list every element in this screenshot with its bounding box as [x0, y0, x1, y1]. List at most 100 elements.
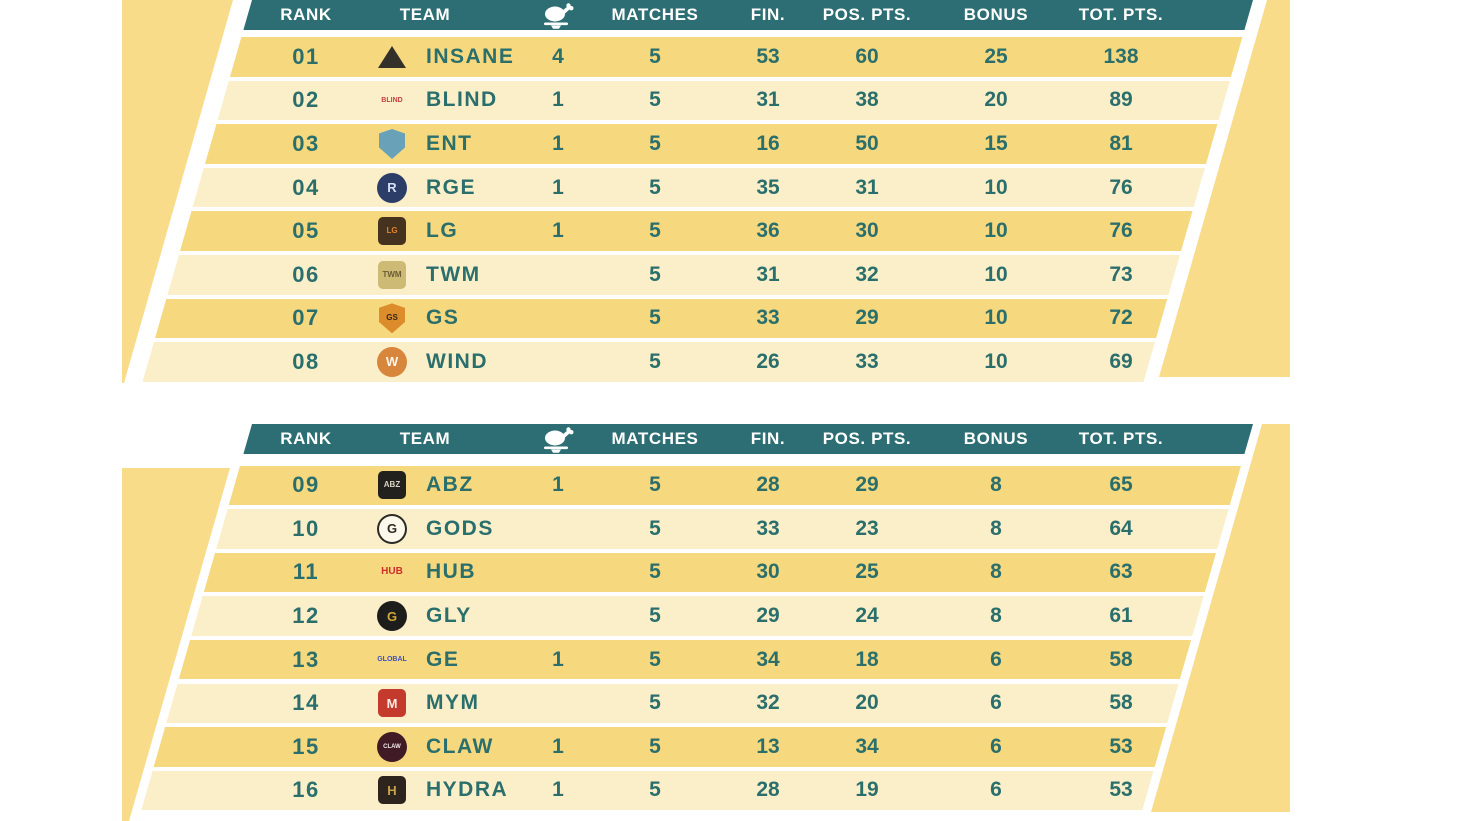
column-header-matches: MATCHES — [611, 429, 699, 448]
table-row: 04 R RGE 1 5 35 31 10 76 — [0, 168, 1460, 208]
bonus-value: 10 — [984, 306, 1008, 330]
bonus-value: 10 — [984, 349, 1008, 373]
team-logo-shape: GS — [379, 303, 405, 334]
team-name: GODS — [426, 516, 494, 540]
team-logo-shape: CLAW — [377, 731, 407, 762]
team-logo-shape: H — [378, 776, 406, 805]
team-logo-shape: GLOBAL — [377, 656, 407, 664]
total-points-value: 58 — [1109, 691, 1133, 715]
rank-value: 04 — [292, 174, 320, 200]
column-header-tot-pts: TOT. PTS. — [1078, 429, 1164, 448]
rank-value: 05 — [292, 218, 320, 244]
wwcd-count — [530, 255, 586, 295]
total-points-value: 89 — [1109, 88, 1133, 112]
team-logo: R — [362, 168, 422, 208]
table-row: 16 H HYDRA 1 5 28 19 6 53 — [0, 771, 1460, 811]
finishes-value: 32 — [756, 691, 780, 715]
team-name: INSANE — [426, 44, 515, 68]
rank-value: 07 — [292, 305, 320, 331]
bonus-value: 6 — [990, 734, 1002, 758]
finishes-value: 31 — [756, 88, 780, 112]
column-header-pos-pts: POS. PTS. — [822, 5, 912, 24]
column-header-team: TEAM — [399, 429, 451, 448]
position-points-value: 33 — [855, 349, 879, 373]
column-header-bonus: BONUS — [963, 429, 1029, 448]
column-header-pos-pts: POS. PTS. — [822, 429, 912, 448]
position-points-value: 38 — [855, 88, 879, 112]
bonus-value: 10 — [984, 219, 1008, 243]
column-header-fin: FIN. — [750, 5, 786, 24]
team-name: GE — [426, 647, 460, 671]
team-logo-shape: LG — [378, 217, 406, 246]
bonus-value: 10 — [984, 175, 1008, 199]
table-row: 05 LG LG 1 5 36 30 10 76 — [0, 211, 1460, 251]
chicken-dinner-icon — [530, 424, 586, 454]
team-logo: HUB — [362, 553, 422, 593]
team-logo-shape — [379, 128, 405, 159]
position-points-value: 60 — [855, 44, 879, 68]
matches-value: 5 — [649, 44, 661, 68]
team-name: GS — [426, 306, 460, 330]
team-name: LG — [426, 219, 459, 243]
matches-value: 5 — [649, 734, 661, 758]
wwcd-count: 1 — [552, 473, 564, 497]
team-logo-shape: M — [378, 689, 406, 718]
team-logo-shape: BLIND — [381, 96, 403, 104]
finishes-value: 26 — [756, 349, 780, 373]
team-logo: G — [362, 509, 422, 549]
team-logo: H — [362, 771, 422, 811]
position-points-value: 23 — [855, 516, 879, 540]
matches-value: 5 — [649, 306, 661, 330]
team-logo-shape: G — [377, 601, 407, 632]
matches-value: 5 — [649, 262, 661, 286]
bonus-value: 15 — [984, 131, 1008, 155]
bonus-value: 6 — [990, 691, 1002, 715]
standings-table-ranks-9-16: RANK TEAM MATCHES FIN. POS. PTS. BONUS T… — [0, 424, 1460, 821]
matches-value: 5 — [649, 691, 661, 715]
matches-value: 5 — [649, 778, 661, 802]
rank-value: 15 — [292, 733, 320, 759]
table-row: 13 GLOBAL GE 1 5 34 18 6 58 — [0, 640, 1460, 680]
finishes-value: 36 — [756, 219, 780, 243]
bonus-value: 6 — [990, 647, 1002, 671]
bonus-value: 8 — [990, 516, 1002, 540]
total-points-value: 58 — [1109, 647, 1133, 671]
matches-value: 5 — [649, 560, 661, 584]
rank-value: 12 — [292, 603, 320, 629]
rank-value: 02 — [292, 87, 320, 113]
wwcd-count: 4 — [552, 44, 564, 68]
position-points-value: 19 — [855, 778, 879, 802]
finishes-value: 30 — [756, 560, 780, 584]
team-name: ENT — [426, 131, 473, 155]
matches-value: 5 — [649, 349, 661, 373]
bonus-value: 10 — [984, 262, 1008, 286]
team-name: ABZ — [426, 473, 474, 497]
bonus-value: 8 — [990, 473, 1002, 497]
table-row: 15 CLAW CLAW 1 5 13 34 6 53 — [0, 727, 1460, 767]
table-row: 02 BLIND BLIND 1 5 31 38 20 89 — [0, 81, 1460, 121]
rank-value: 11 — [292, 559, 320, 585]
total-points-value: 53 — [1109, 734, 1133, 758]
table-row: 08 W WIND 5 26 33 10 69 — [0, 342, 1460, 382]
team-name: GLY — [426, 604, 472, 628]
team-logo: LG — [362, 211, 422, 251]
column-header-rank: RANK — [280, 5, 332, 24]
standings-table-ranks-1-8: RANK TEAM MATCHES FIN. POS. PTS. BONUS T… — [0, 0, 1460, 397]
position-points-value: 30 — [855, 219, 879, 243]
total-points-value: 65 — [1109, 473, 1133, 497]
bonus-value: 8 — [990, 560, 1002, 584]
finishes-value: 53 — [756, 44, 780, 68]
table-row: 14 M MYM 5 32 20 6 58 — [0, 684, 1460, 724]
wwcd-count — [530, 553, 586, 593]
total-points-value: 76 — [1109, 219, 1133, 243]
wwcd-count: 1 — [552, 131, 564, 155]
rank-value: 13 — [292, 646, 320, 672]
total-points-value: 64 — [1109, 516, 1133, 540]
rank-value: 03 — [292, 130, 320, 156]
table-row: 10 G GODS 5 33 23 8 64 — [0, 509, 1460, 549]
position-points-value: 31 — [855, 175, 879, 199]
finishes-value: 16 — [756, 131, 780, 155]
table-row: 03 ENT 1 5 16 50 15 81 — [0, 124, 1460, 164]
column-header-bonus: BONUS — [963, 5, 1029, 24]
